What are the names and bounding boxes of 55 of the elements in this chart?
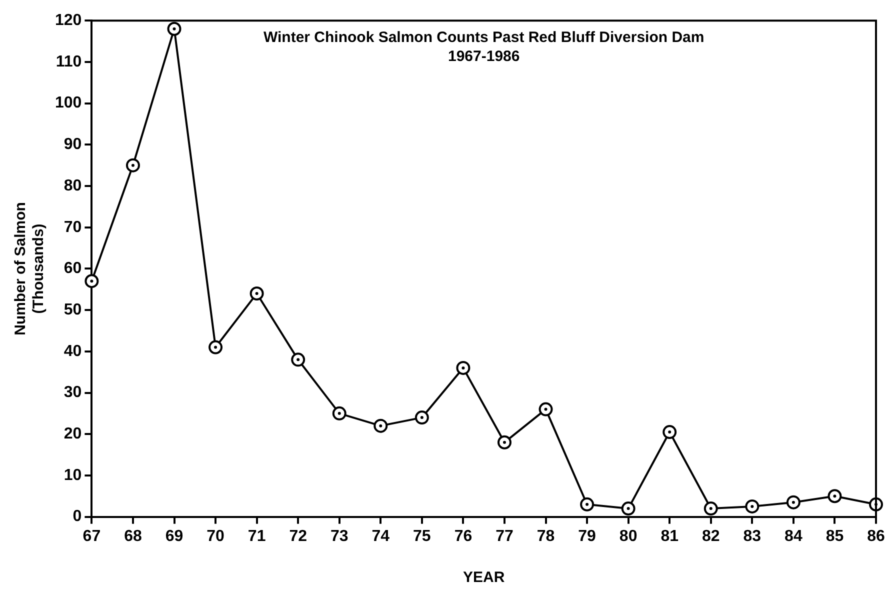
x-tick-label: 77	[496, 528, 514, 545]
x-tick-label: 70	[206, 528, 225, 545]
point	[621, 502, 636, 516]
x-tick-label: 69	[165, 528, 184, 545]
point	[662, 425, 677, 440]
x-tick-label: 83	[743, 528, 762, 545]
y-tick-label: 90	[64, 136, 82, 154]
y-tick-label: 70	[64, 218, 82, 236]
point	[538, 402, 553, 416]
x-tick-label: 74	[372, 528, 390, 545]
y-tick-label: 30	[64, 384, 82, 402]
y-tick-label: 110	[56, 53, 82, 70]
point	[291, 352, 306, 367]
point	[497, 435, 512, 450]
y-tick-label: 20	[64, 426, 82, 443]
y-tick-label: 120	[54, 12, 82, 30]
y-tick-label: 60	[64, 260, 82, 278]
point	[84, 274, 99, 288]
point	[414, 410, 429, 425]
x-tick-label: 86	[867, 528, 885, 545]
x-tick-label: 68	[124, 528, 142, 545]
x-tick-label: 73	[330, 528, 348, 545]
x-tick-label: 75	[413, 528, 431, 545]
text: Winter Chinook Salmon Counts Past Red Bluff Diversion Dam 1967-1986	[263, 29, 704, 66]
x-tick-label: 76	[454, 528, 472, 545]
point	[374, 418, 388, 433]
y-tick-label: 40	[64, 342, 82, 360]
x-tick-label: 79	[578, 528, 596, 545]
x-tick-label: 85	[826, 528, 844, 545]
point	[332, 406, 346, 420]
y-tick-label: 100	[54, 94, 82, 112]
y-tick-label: 10	[64, 466, 82, 484]
point	[167, 22, 182, 36]
point	[208, 340, 223, 354]
point	[456, 360, 470, 375]
point	[250, 286, 264, 301]
y-tick-label: 80	[64, 177, 82, 194]
x-tick-label: 81	[660, 528, 679, 545]
point	[828, 489, 842, 504]
x-tick-label: 78	[536, 528, 555, 545]
x-tick-label: 72	[289, 528, 308, 545]
y-axis-title: Number of Salmon (Thousands)	[12, 202, 48, 336]
x-tick-label: 67	[82, 528, 101, 545]
point	[126, 158, 140, 172]
y-tick-label: 50	[64, 301, 82, 318]
point	[704, 502, 718, 516]
point	[580, 497, 594, 512]
x-axis-title: YEAR	[463, 569, 505, 586]
x-tick-label: 80	[619, 528, 638, 545]
point	[786, 495, 800, 510]
x-tick-label: 84	[784, 528, 802, 545]
y-tick-label: 0	[72, 508, 82, 526]
point	[745, 499, 760, 514]
x-tick-label: 82	[702, 528, 720, 545]
x-tick-label: 71	[248, 528, 266, 545]
